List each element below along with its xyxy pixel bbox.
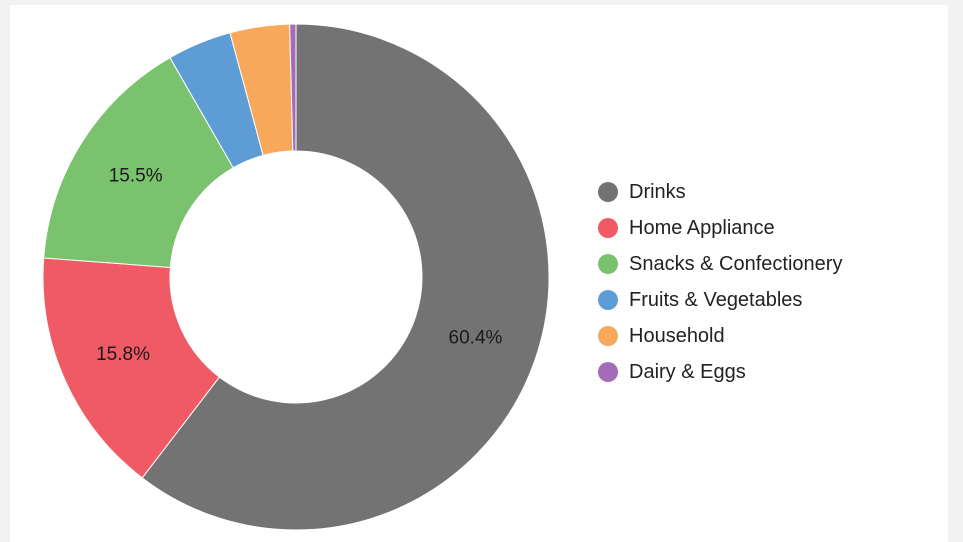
slice-label-drinks: 60.4%: [449, 327, 503, 348]
slice-drinks[interactable]: [141, 23, 550, 531]
legend-label: Home Appliance: [629, 216, 775, 239]
slice-dairy-and-eggs[interactable]: [289, 23, 297, 152]
legend-label: Fruits & Vegetables: [629, 288, 803, 311]
chart-legend: Drinks Home Appliance Snacks & Confectione…: [598, 174, 842, 390]
slice-labels: 60.4% 15.8% 15.5%: [96, 165, 502, 364]
legend-item-drinks[interactable]: Drinks: [598, 174, 842, 210]
legend-label: Dairy & Eggs: [629, 360, 746, 383]
legend-item-snacks-and-confectionery[interactable]: Snacks & Confectionery: [598, 246, 842, 282]
legend-swatch: [598, 290, 618, 310]
legend-swatch: [598, 362, 618, 382]
legend-swatch: [598, 326, 618, 346]
legend-swatch: [598, 254, 618, 274]
legend-swatch: [598, 218, 618, 238]
legend-item-household[interactable]: Household: [598, 318, 842, 354]
slice-label-snacks-and-confectionery: 15.5%: [109, 165, 163, 186]
legend-item-home-appliance[interactable]: Home Appliance: [598, 210, 842, 246]
slice-home-appliance[interactable]: [42, 257, 221, 479]
donut-slices: [42, 23, 550, 531]
legend-label: Snacks & Confectionery: [629, 252, 843, 275]
slice-snacks-and-confectionery[interactable]: [43, 56, 234, 269]
legend-label: Drinks: [629, 180, 686, 203]
legend-item-dairy-and-eggs[interactable]: Dairy & Eggs: [598, 354, 842, 390]
legend-item-fruits-and-vegetables[interactable]: Fruits & Vegetables: [598, 282, 842, 318]
legend-swatch: [598, 182, 618, 202]
legend-label: Household: [629, 324, 725, 347]
slice-label-home-appliance: 15.8%: [96, 344, 150, 365]
